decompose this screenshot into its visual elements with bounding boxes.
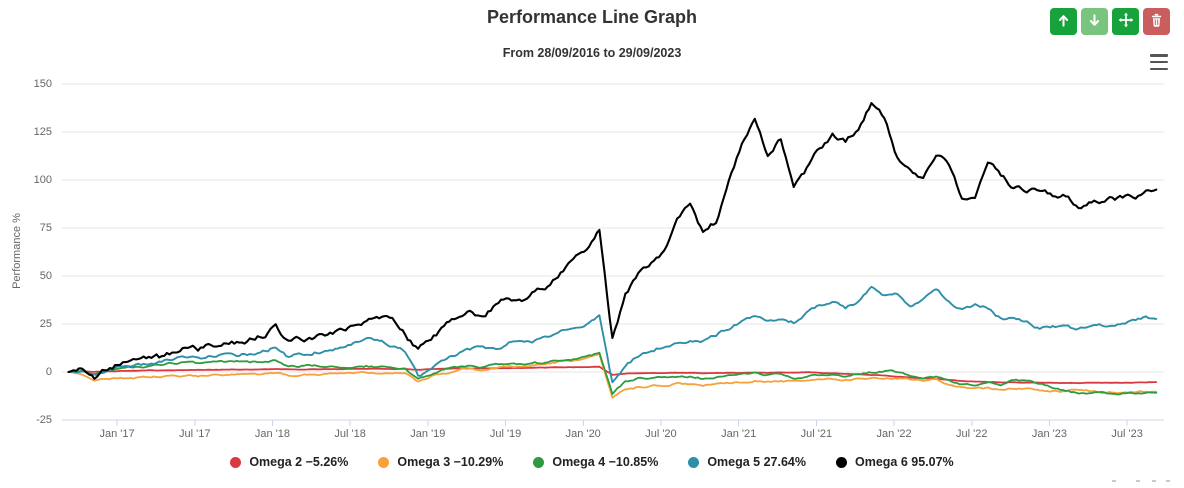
- arrow-up-icon: [1056, 13, 1071, 31]
- legend-marker-omega2: [230, 456, 242, 468]
- x-axis-label: Jul '22: [956, 428, 988, 440]
- legend-label-omega2: Omega 2 −5.26%: [249, 455, 349, 469]
- legend-item-omega4[interactable]: Omega 4 −10.85%: [533, 455, 658, 469]
- legend-item-omega6[interactable]: Omega 6 95.07%: [836, 455, 954, 469]
- legend-label-omega5: Omega 5 27.64%: [707, 455, 806, 469]
- delete-button[interactable]: [1143, 8, 1170, 35]
- y-axis-label: 125: [33, 126, 52, 138]
- y-axis-label: -25: [36, 414, 52, 426]
- series-line-omega6[interactable]: [67, 102, 1158, 380]
- y-axis-title: Performance %: [11, 213, 23, 289]
- x-axis-label: Jul '17: [179, 428, 211, 440]
- x-axis-label: Jul '21: [800, 428, 833, 440]
- cropped-content-artifact: [1136, 480, 1140, 482]
- y-axis-label: 25: [39, 318, 52, 330]
- x-axis-label: Jul '23: [1111, 428, 1143, 440]
- x-axis-label: Jan '21: [721, 428, 757, 440]
- legend-marker-omega4: [533, 456, 545, 468]
- y-axis-label: 75: [39, 222, 52, 234]
- cropped-content-artifact: [1152, 480, 1156, 482]
- move-icon: [1118, 12, 1134, 31]
- x-axis-label: Jan '17: [99, 428, 135, 440]
- move-up-button[interactable]: [1050, 8, 1077, 35]
- x-axis-label: Jan '23: [1031, 428, 1068, 440]
- move-button[interactable]: [1112, 8, 1139, 35]
- x-axis-label: Jul '19: [489, 428, 522, 440]
- legend-marker-omega6: [836, 456, 847, 468]
- series-line-omega5[interactable]: [67, 285, 1158, 384]
- page-title: Performance Line Graph: [486, 7, 698, 27]
- arrow-down-icon: [1087, 13, 1102, 31]
- x-axis-label: Jan '20: [565, 428, 601, 440]
- x-axis-label: Jan '22: [876, 428, 912, 440]
- chart-subtitle: From 28/09/2016 to 29/09/2023: [502, 46, 682, 60]
- move-down-button[interactable]: [1081, 8, 1108, 35]
- series-line-omega2[interactable]: [67, 365, 1158, 385]
- legend-marker-omega5: [688, 456, 700, 468]
- hamburger-icon[interactable]: [1150, 53, 1168, 71]
- y-axis-label: 50: [39, 270, 52, 282]
- series-line-omega4[interactable]: [67, 351, 1158, 396]
- cropped-content-artifact: [1112, 480, 1116, 482]
- x-axis-label: Jan '18: [254, 428, 291, 440]
- chart-toolbar: [1050, 8, 1170, 35]
- cropped-content-artifact: [1166, 480, 1170, 482]
- trash-icon: [1149, 13, 1164, 31]
- legend-label-omega6: Omega 6 95.07%: [855, 455, 954, 469]
- legend-label-omega4: Omega 4 −10.85%: [552, 455, 659, 469]
- legend: Omega 2 −5.26% Omega 3 −10.29% Omega 4 −…: [0, 455, 1184, 469]
- y-axis-label: 0: [45, 366, 52, 378]
- x-axis-label: Jan '19: [410, 428, 446, 440]
- legend-item-omega5[interactable]: Omega 5 27.64%: [688, 455, 806, 469]
- x-axis-label: Jul '20: [645, 428, 677, 440]
- legend-marker-omega3: [378, 456, 390, 468]
- x-axis-label: Jul '18: [334, 428, 366, 440]
- legend-label-omega3: Omega 3 −10.29%: [397, 455, 504, 469]
- legend-item-omega3[interactable]: Omega 3 −10.29%: [378, 455, 503, 469]
- y-axis-label: 150: [33, 78, 52, 90]
- legend-item-omega2[interactable]: Omega 2 −5.26%: [230, 455, 348, 469]
- y-axis-label: 100: [33, 174, 52, 186]
- series-line-omega3[interactable]: [67, 353, 1158, 399]
